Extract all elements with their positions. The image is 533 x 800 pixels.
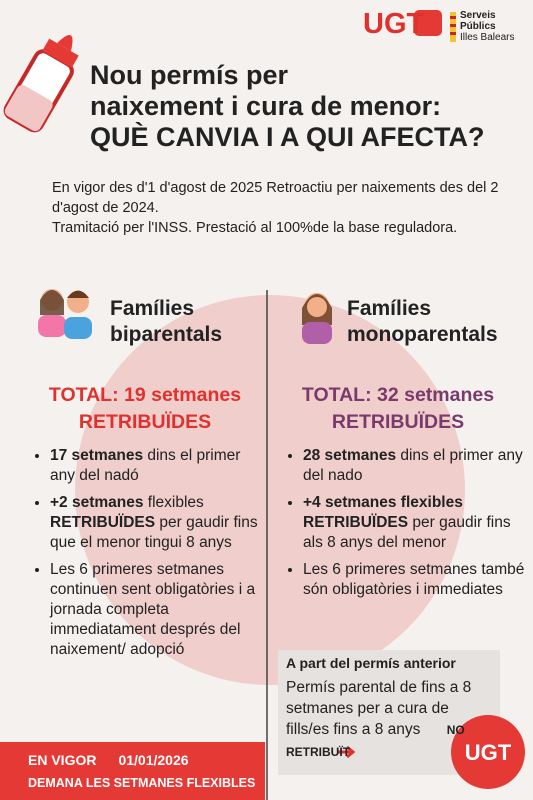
bullet: 17 setmanes dins el primer any del nadó — [50, 446, 268, 486]
footer-badge: UGT — [464, 740, 512, 765]
footer-date: EN VIGOR 01/01/2026 — [28, 752, 189, 768]
column-heading: Famílies monoparentals — [347, 296, 498, 348]
heading-line: monoparentals — [347, 323, 498, 346]
bullet: Les 6 primeres setmanes també són obliga… — [303, 560, 525, 600]
title: Nou permís per naixement i cura de menor:… — [90, 60, 485, 153]
note: A part del permís anterior Permís parent… — [286, 655, 491, 763]
title-line: Nou permís per — [90, 60, 289, 90]
note-heading: A part del permís anterior — [286, 655, 456, 671]
bullet-text: 17 setmanes — [50, 447, 144, 464]
bullet-text: 28 setmanes — [303, 447, 397, 464]
note-text: Permís parental de fins a 8 setmanes per… — [286, 679, 472, 738]
bullet-text: Les 6 primeres setmanes continuen sent o… — [50, 561, 256, 658]
total-line: RETRIBUÏDES — [78, 411, 212, 433]
bullet-text: flexibles — [143, 494, 204, 511]
bullet-text: per gaudir fins que el menor tingui 8 an… — [50, 514, 258, 551]
total-line: TOTAL: 32 setmanes — [301, 384, 495, 406]
total: TOTAL: 19 setmanes RETRIBUÏDES — [30, 382, 260, 436]
footer-label: EN VIGOR — [28, 752, 97, 768]
brand: UGT — [363, 8, 425, 40]
heading-line: Famílies — [110, 297, 195, 320]
bullet-text: +2 setmanes — [50, 494, 144, 511]
heading-line: biparentals — [110, 323, 223, 346]
bullet-text: per gaudir fins als 8 anys del menor — [303, 514, 511, 551]
org-line: Illes Balears — [460, 32, 515, 43]
bullet-text: Les 6 primeres setmanes també són obliga… — [303, 561, 525, 598]
title-line: QUÈ CANVIA I A QUI AFECTA? — [90, 122, 485, 152]
org: Serveis Públics Illes Balears — [460, 10, 514, 43]
total: TOTAL: 32 setmanes RETRIBUÏDES — [283, 382, 513, 436]
bullet-text: dins el primer any del nado — [303, 447, 523, 484]
intro: En vigor des d'1 d'agost de 2025 Retroac… — [52, 178, 502, 238]
bullet: +4 setmanes flexibles RETRIBUÏDES per ga… — [303, 493, 525, 553]
title-line: naixement i cura de menor: — [90, 91, 442, 121]
bullet: Les 6 primeres setmanes continuen sent o… — [50, 560, 268, 660]
note-tag: NO RETRIBUÏT — [286, 723, 465, 759]
bullet: 28 setmanes dins el primer any del nado — [303, 446, 525, 486]
bullet-list: 17 setmanes dins el primer any del nadó +… — [30, 446, 268, 667]
bullet-text: dins el primer any del nadó — [50, 447, 241, 484]
bullet: +2 setmanes flexibles RETRIBUÏDES per ga… — [50, 493, 268, 553]
bullet-text: +4 setmanes flexibles RETRIBUÏDES — [303, 494, 463, 531]
total-line: TOTAL: 19 setmanes — [48, 384, 242, 406]
intro-line: En vigor des d'1 d'agost de 2025 Retroac… — [52, 180, 499, 216]
heading-line: Famílies — [347, 297, 432, 320]
bullet-text: RETRIBUÏDES — [50, 514, 156, 531]
footer-cta: DEMANA LES SETMANES FLEXIBLES — [28, 776, 256, 790]
footer-date-value: 01/01/2026 — [118, 752, 189, 768]
column-heading: Famílies biparentals — [110, 296, 222, 348]
org-line: Públics — [460, 21, 496, 32]
bullet-list: 28 setmanes dins el primer any del nado +… — [283, 446, 525, 607]
intro-line: Tramitació per l'INSS. Prestació al 100%… — [52, 220, 458, 236]
org-line: Serveis — [460, 10, 496, 21]
total-line: RETRIBUÏDES — [331, 411, 465, 433]
